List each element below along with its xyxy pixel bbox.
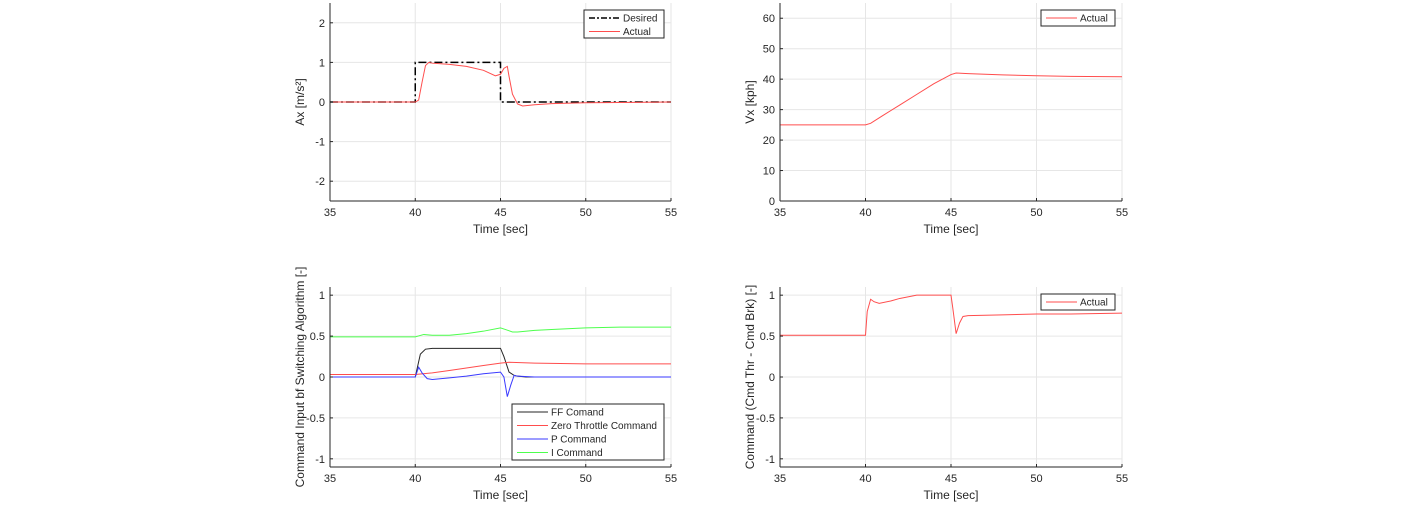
x-tick-label: 55 <box>665 473 677 485</box>
legend-label: Actual <box>1080 298 1108 309</box>
x-tick-label: 35 <box>774 207 786 219</box>
legend-label: I Command <box>551 448 603 459</box>
x-tick-label: 40 <box>859 207 871 219</box>
x-tick-label: 55 <box>1116 207 1128 219</box>
y-tick-label: 1 <box>319 290 325 302</box>
x-tick-label: 55 <box>1116 473 1128 485</box>
y-tick-label: 0.5 <box>310 331 325 343</box>
y-tick-label: 0.5 <box>760 331 775 343</box>
y-tick-label: 10 <box>763 166 775 178</box>
legend-box <box>583 9 665 39</box>
y-axis-label: Ax [m/s²] <box>293 78 307 125</box>
x-tick-label: 40 <box>859 473 871 485</box>
chart-panel-1: 35 40 45 50 55 -2 -1 0 1 2 Time [sec] Ax [m/s²] Desi… <box>293 3 677 236</box>
y-tick-label: -0.5 <box>306 413 325 425</box>
chart-panel-3: 35 40 45 50 55 -1 -0.5 0 0.5 1 Time [sec] Command I… <box>293 267 677 502</box>
y-axis-label: Command Input bf Switching Algorithm [-] <box>293 267 307 488</box>
y-axis-label: Command (Cmd Thr - Cmd Brk) [-] <box>743 285 757 469</box>
x-tick-label: 45 <box>494 207 506 219</box>
x-axis-label: Time [sec] <box>473 222 528 236</box>
chart-panel-4: 35 40 45 50 55 -1 -0.5 0 0.5 1 Time [sec] Command (… <box>743 285 1128 502</box>
y-tick-label: -1 <box>315 454 325 466</box>
y-tick-label: 60 <box>763 13 775 25</box>
legend-box <box>511 403 665 461</box>
x-tick-label: 45 <box>945 207 957 219</box>
legend-label: Desired <box>623 14 657 25</box>
y-tick-label: 0 <box>769 372 775 384</box>
legend-label: Actual <box>1080 14 1108 25</box>
y-tick-label: 2 <box>319 18 325 30</box>
legend-label: FF Comand <box>551 408 604 419</box>
x-tick-label: 50 <box>580 207 592 219</box>
y-tick-label: 0 <box>769 196 775 208</box>
x-tick-label: 45 <box>494 473 506 485</box>
x-axis-label: Time [sec] <box>473 488 528 502</box>
x-tick-label: 50 <box>1030 473 1042 485</box>
series-line-zero-throttle-command <box>330 361 671 376</box>
legend-label: Zero Throttle Command <box>551 421 657 432</box>
x-tick-label: 50 <box>580 473 592 485</box>
legend-label: P Command <box>551 435 606 446</box>
series-line-p-command <box>330 366 671 397</box>
y-tick-label: -1 <box>765 454 775 466</box>
x-axis-label: Time [sec] <box>924 222 979 236</box>
legend: Actual <box>1040 9 1116 27</box>
x-tick-label: 35 <box>324 473 336 485</box>
legend: FF Comand Zero Throttle Command P Command I… <box>511 403 665 461</box>
y-tick-label: -0.5 <box>756 413 775 425</box>
y-tick-label: 50 <box>763 44 775 56</box>
y-axis-label: Vx [kph] <box>743 80 757 123</box>
x-tick-label: 35 <box>324 207 336 219</box>
x-axis-label: Time [sec] <box>924 488 979 502</box>
y-tick-label: 40 <box>763 74 775 86</box>
legend: Desired Actual <box>583 9 665 39</box>
legend-box <box>1040 293 1116 311</box>
legend-box <box>1040 9 1116 27</box>
y-tick-label: 1 <box>769 290 775 302</box>
x-tick-label: 40 <box>409 473 421 485</box>
x-tick-label: 40 <box>409 207 421 219</box>
series-line-actual <box>780 294 1123 336</box>
series-line-actual <box>330 61 672 107</box>
y-tick-label: 0 <box>319 97 325 109</box>
x-tick-label: 50 <box>1030 207 1042 219</box>
y-tick-label: 1 <box>319 57 325 69</box>
y-tick-label: 30 <box>763 105 775 117</box>
x-tick-label: 35 <box>774 473 786 485</box>
x-tick-label: 45 <box>945 473 957 485</box>
chart-panel-2: 35 40 45 50 55 0 10 20 30 40 50 60 Time [sec] Vx [kph… <box>743 3 1128 236</box>
series-line-i-command <box>330 326 671 338</box>
y-tick-label: 20 <box>763 135 775 147</box>
y-tick-label: -1 <box>315 137 325 149</box>
y-tick-label: -2 <box>315 176 325 188</box>
legend-label: Actual <box>623 27 651 38</box>
x-tick-label: 55 <box>665 207 677 219</box>
legend: Actual <box>1040 293 1116 311</box>
y-tick-label: 0 <box>319 372 325 384</box>
series-line-actual <box>780 72 1123 126</box>
